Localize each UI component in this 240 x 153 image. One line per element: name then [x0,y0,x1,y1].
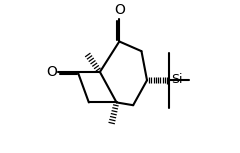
Text: Si: Si [171,73,183,86]
Text: O: O [46,65,57,79]
Text: O: O [114,3,125,17]
